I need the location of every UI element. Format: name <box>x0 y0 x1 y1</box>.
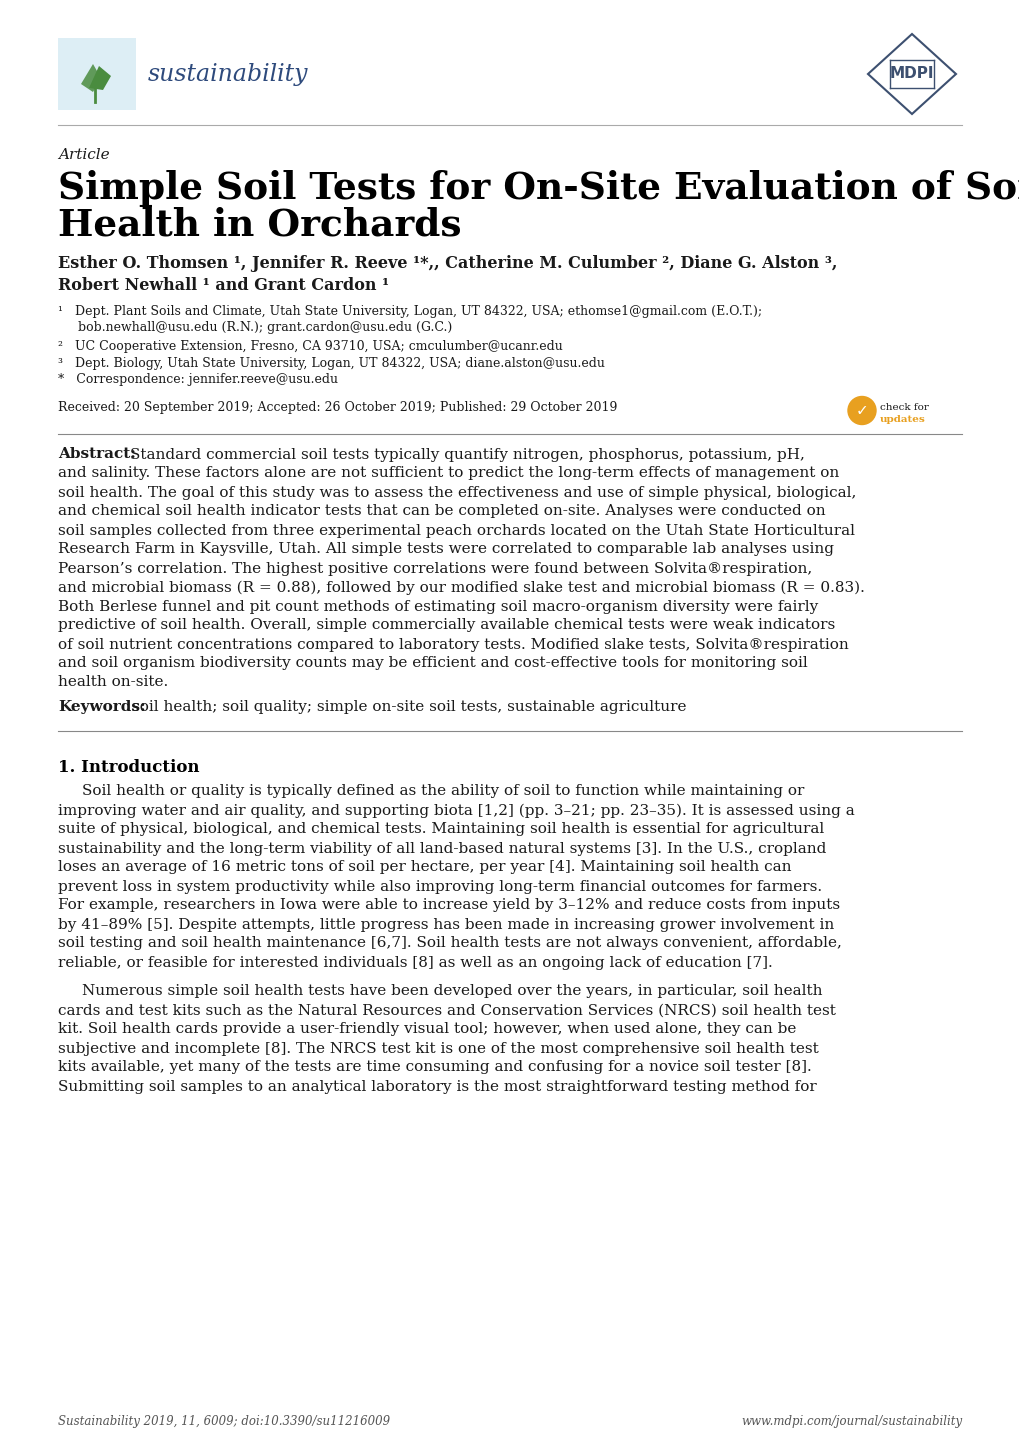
Text: and salinity. These factors alone are not sufficient to predict the long-term ef: and salinity. These factors alone are no… <box>58 467 839 480</box>
Text: Esther O. Thomsen ¹, Jennifer R. Reeve ¹*,, Catherine M. Culumber ², Diane G. Al: Esther O. Thomsen ¹, Jennifer R. Reeve ¹… <box>58 255 837 273</box>
Text: ✓: ✓ <box>855 402 867 418</box>
Text: kits available, yet many of the tests are time consuming and confusing for a nov: kits available, yet many of the tests ar… <box>58 1060 811 1074</box>
Text: cards and test kits such as the Natural Resources and Conservation Services (NRC: cards and test kits such as the Natural … <box>58 1004 835 1018</box>
Text: kit. Soil health cards provide a user-friendly visual tool; however, when used a: kit. Soil health cards provide a user-fr… <box>58 1022 796 1037</box>
Text: Received: 20 September 2019; Accepted: 26 October 2019; Published: 29 October 20: Received: 20 September 2019; Accepted: 2… <box>58 401 616 414</box>
Text: suite of physical, biological, and chemical tests. Maintaining soil health is es: suite of physical, biological, and chemi… <box>58 822 823 836</box>
Text: Submitting soil samples to an analytical laboratory is the most straightforward : Submitting soil samples to an analytical… <box>58 1080 816 1093</box>
Text: ²   UC Cooperative Extension, Fresno, CA 93710, USA; cmculumber@ucanr.edu: ² UC Cooperative Extension, Fresno, CA 9… <box>58 340 562 353</box>
Text: reliable, or feasible for interested individuals [8] as well as an ongoing lack : reliable, or feasible for interested ind… <box>58 956 772 969</box>
Text: of soil nutrient concentrations compared to laboratory tests. Modified slake tes: of soil nutrient concentrations compared… <box>58 637 848 652</box>
Text: and chemical soil health indicator tests that can be completed on-site. Analyses: and chemical soil health indicator tests… <box>58 505 824 519</box>
Polygon shape <box>81 63 101 92</box>
Text: improving water and air quality, and supporting biota [1,2] (pp. 3–21; pp. 23–35: improving water and air quality, and sup… <box>58 803 854 818</box>
Text: Robert Newhall ¹ and Grant Cardon ¹: Robert Newhall ¹ and Grant Cardon ¹ <box>58 277 388 294</box>
Text: 1. Introduction: 1. Introduction <box>58 758 200 776</box>
Text: Article: Article <box>58 149 109 162</box>
Text: and microbial biomass (R = 0.88), followed by our modified slake test and microb: and microbial biomass (R = 0.88), follow… <box>58 581 864 596</box>
Text: updates: updates <box>879 414 925 424</box>
Text: check for: check for <box>879 402 928 411</box>
Text: and soil organism biodiversity counts may be efficient and cost-effective tools : and soil organism biodiversity counts ma… <box>58 656 807 671</box>
Text: subjective and incomplete [8]. The NRCS test kit is one of the most comprehensiv: subjective and incomplete [8]. The NRCS … <box>58 1041 818 1056</box>
Text: Keywords:: Keywords: <box>58 701 146 714</box>
Text: Health in Orchards: Health in Orchards <box>58 206 461 244</box>
Text: soil health; soil quality; simple on-site soil tests, sustainable agriculture: soil health; soil quality; simple on-sit… <box>131 701 686 714</box>
Text: ³   Dept. Biology, Utah State University, Logan, UT 84322, USA; diane.alston@usu: ³ Dept. Biology, Utah State University, … <box>58 356 604 369</box>
Text: loses an average of 16 metric tons of soil per hectare, per year [4]. Maintainin: loses an average of 16 metric tons of so… <box>58 861 791 874</box>
Text: predictive of soil health. Overall, simple commercially available chemical tests: predictive of soil health. Overall, simp… <box>58 619 835 633</box>
Text: Pearson’s correlation. The highest positive correlations were found between Solv: Pearson’s correlation. The highest posit… <box>58 561 811 575</box>
Text: health on-site.: health on-site. <box>58 675 168 689</box>
Text: soil testing and soil health maintenance [6,7]. Soil health tests are not always: soil testing and soil health maintenance… <box>58 936 841 950</box>
Text: bob.newhall@usu.edu (R.N.); grant.cardon@usu.edu (G.C.): bob.newhall@usu.edu (R.N.); grant.cardon… <box>58 322 451 335</box>
Text: by 41–89% [5]. Despite attempts, little progress has been made in increasing gro: by 41–89% [5]. Despite attempts, little … <box>58 917 834 932</box>
Polygon shape <box>89 66 111 89</box>
Text: Research Farm in Kaysville, Utah. All simple tests were correlated to comparable: Research Farm in Kaysville, Utah. All si… <box>58 542 834 557</box>
Text: soil samples collected from three experimental peach orchards located on the Uta: soil samples collected from three experi… <box>58 523 854 538</box>
Text: MDPI: MDPI <box>889 66 933 82</box>
Circle shape <box>847 397 875 424</box>
Text: Both Berlese funnel and pit count methods of estimating soil macro-organism dive: Both Berlese funnel and pit count method… <box>58 600 817 613</box>
Text: *   Correspondence: jennifer.reeve@usu.edu: * Correspondence: jennifer.reeve@usu.edu <box>58 373 337 386</box>
Text: Soil health or quality is typically defined as the ability of soil to function w: Soil health or quality is typically defi… <box>82 784 804 799</box>
Text: soil health. The goal of this study was to assess the effectiveness and use of s: soil health. The goal of this study was … <box>58 486 856 499</box>
Text: sustainability: sustainability <box>148 62 308 85</box>
Text: ¹   Dept. Plant Soils and Climate, Utah State University, Logan, UT 84322, USA; : ¹ Dept. Plant Soils and Climate, Utah St… <box>58 306 761 319</box>
Text: Simple Soil Tests for On-Site Evaluation of Soil: Simple Soil Tests for On-Site Evaluation… <box>58 170 1019 208</box>
Text: prevent loss in system productivity while also improving long-term financial out: prevent loss in system productivity whil… <box>58 880 821 894</box>
Text: Numerous simple soil health tests have been developed over the years, in particu: Numerous simple soil health tests have b… <box>82 985 821 998</box>
Text: Standard commercial soil tests typically quantify nitrogen, phosphorus, potassiu: Standard commercial soil tests typically… <box>129 447 804 461</box>
Text: Sustainability 2019, 11, 6009; doi:10.3390/su11216009: Sustainability 2019, 11, 6009; doi:10.33… <box>58 1415 389 1428</box>
FancyBboxPatch shape <box>58 37 136 110</box>
Text: Abstract:: Abstract: <box>58 447 136 461</box>
Text: For example, researchers in Iowa were able to increase yield by 3–12% and reduce: For example, researchers in Iowa were ab… <box>58 898 840 913</box>
Text: www.mdpi.com/journal/sustainability: www.mdpi.com/journal/sustainability <box>740 1415 961 1428</box>
Text: sustainability and the long-term viability of all land-based natural systems [3]: sustainability and the long-term viabili… <box>58 842 825 855</box>
